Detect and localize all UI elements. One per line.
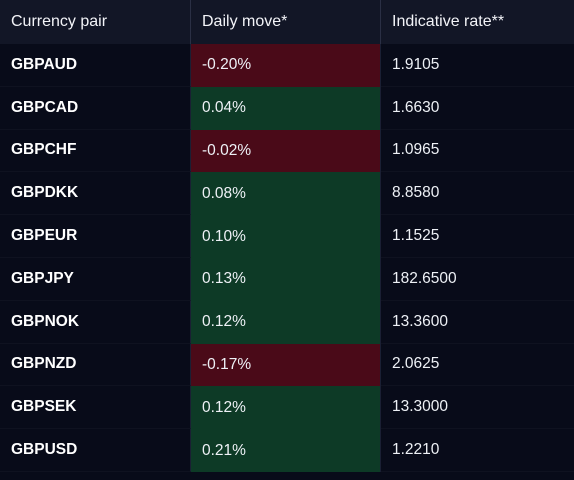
currency-pair-cell: GBPUSD <box>0 429 191 472</box>
currency-pair-cell: GBPSEK <box>0 386 191 430</box>
currency-pair-cell: GBPCHF <box>0 129 191 173</box>
table-row[interactable]: GBPCHF -0.02% 1.0965 <box>0 129 574 173</box>
table-row[interactable]: GBPEUR 0.10% 1.1525 <box>0 215 574 258</box>
currency-pair-cell: GBPCAD <box>0 86 191 130</box>
daily-move-cell: 0.10% <box>191 215 381 258</box>
indicative-rate-cell: 182.6500 <box>381 258 574 301</box>
daily-move-cell: -0.17% <box>191 343 381 387</box>
column-header-currency-pair[interactable]: Currency pair <box>0 0 191 44</box>
indicative-rate-cell: 13.3600 <box>381 301 574 344</box>
indicative-rate-cell: 1.6630 <box>381 87 574 130</box>
table-row[interactable]: GBPNZD -0.17% 2.0625 <box>0 343 574 387</box>
daily-move-cell: -0.20% <box>191 44 381 87</box>
currency-pair-cell: GBPEUR <box>0 215 191 258</box>
currency-pair-cell: GBPAUD <box>0 44 191 87</box>
table-row[interactable]: GBPSEK 0.12% 13.3000 <box>0 386 574 430</box>
indicative-rate-cell: 1.1525 <box>381 215 574 258</box>
daily-move-cell: 0.12% <box>191 386 381 430</box>
table-header: Currency pair Daily move* Indicative rat… <box>0 0 574 44</box>
currency-pair-cell: GBPJPY <box>0 257 191 301</box>
daily-move-cell: 0.13% <box>191 257 381 301</box>
daily-move-cell: 0.04% <box>191 86 381 130</box>
daily-move-cell: 0.21% <box>191 429 381 472</box>
table-row[interactable]: GBPDKK 0.08% 8.8580 <box>0 172 574 216</box>
table-row[interactable]: GBPAUD -0.20% 1.9105 <box>0 44 574 87</box>
indicative-rate-cell: 13.3000 <box>381 386 574 429</box>
indicative-rate-cell: 8.8580 <box>381 172 574 215</box>
daily-move-cell: -0.02% <box>191 129 381 173</box>
column-header-indicative-rate[interactable]: Indicative rate** <box>392 13 505 30</box>
currency-pair-cell: GBPDKK <box>0 172 191 216</box>
table-row[interactable]: GBPJPY 0.13% 182.6500 <box>0 257 574 301</box>
indicative-rate-cell: 1.9105 <box>381 44 574 87</box>
daily-move-cell: 0.12% <box>191 300 381 344</box>
table-row[interactable]: GBPCAD 0.04% 1.6630 <box>0 86 574 130</box>
currency-pair-cell: GBPNZD <box>0 343 191 387</box>
table-row[interactable]: GBPNOK 0.12% 13.3600 <box>0 300 574 344</box>
daily-move-cell: 0.08% <box>191 172 381 216</box>
table-row[interactable]: GBPUSD 0.21% 1.2210 <box>0 429 574 472</box>
indicative-rate-cell: 1.2210 <box>381 429 574 472</box>
currency-pair-cell: GBPNOK <box>0 300 191 344</box>
indicative-rate-cell: 2.0625 <box>381 344 574 387</box>
column-header-daily-move[interactable]: Daily move* <box>191 0 381 44</box>
table-body: GBPAUD -0.20% 1.9105 GBPCAD 0.04% 1.6630… <box>0 44 574 472</box>
indicative-rate-cell: 1.0965 <box>381 130 574 173</box>
